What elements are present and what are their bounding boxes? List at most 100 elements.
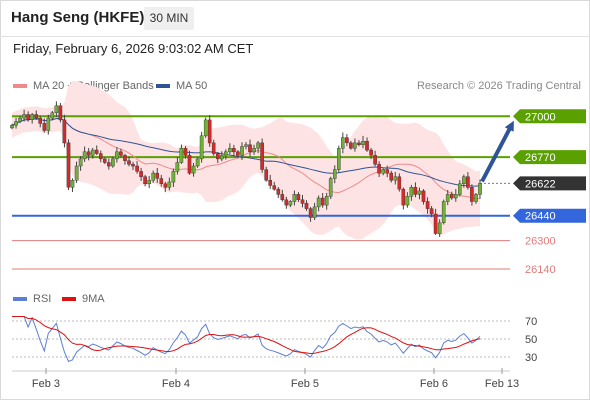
candle-body	[280, 194, 285, 200]
level-label-26770-tag	[513, 150, 586, 165]
rsi-level-label: 70	[525, 316, 537, 328]
x-tick-label: Feb 6	[420, 378, 448, 390]
candle-body	[240, 146, 244, 156]
candle-body	[466, 176, 470, 188]
candle-body	[244, 144, 248, 147]
candle-body	[106, 162, 111, 167]
candle-body	[163, 183, 168, 188]
price-levels	[12, 115, 510, 270]
candle-body	[337, 148, 341, 170]
candle-body	[409, 187, 414, 197]
candle-body	[14, 121, 18, 126]
candle-body	[232, 148, 236, 153]
candle-body	[90, 149, 95, 156]
candle-body	[405, 195, 410, 206]
candle-body	[288, 201, 293, 206]
candle-body	[437, 222, 442, 234]
candle-body	[377, 164, 381, 174]
candle-body	[389, 172, 394, 181]
candle-body	[450, 194, 454, 199]
x-tick-label: Feb 3	[32, 378, 60, 390]
candle-body	[131, 164, 135, 167]
legend-9ma-label: 9MA	[82, 293, 105, 305]
candle-body	[425, 201, 430, 209]
candle-body	[159, 178, 164, 185]
level-label-26440-tag	[513, 208, 586, 223]
candle-body	[78, 158, 83, 167]
candle-body	[191, 165, 196, 174]
candle-body	[175, 162, 180, 172]
candle-body	[316, 197, 321, 208]
candle-body	[50, 112, 55, 119]
legend-rsi: RSI	[13, 293, 51, 305]
rsi-9ma-line	[12, 316, 481, 355]
candlesticks	[10, 101, 482, 237]
forecast-arrow	[480, 120, 514, 183]
candle-body	[179, 148, 184, 163]
legend-rsi-label: RSI	[33, 293, 52, 305]
bollinger-band-fill	[12, 81, 480, 240]
candle-body	[256, 142, 260, 149]
candle-body	[94, 149, 99, 154]
candle-body	[119, 151, 123, 156]
legend-bollinger-swatch	[13, 84, 27, 88]
candle-body	[98, 153, 103, 160]
legend-9ma-swatch	[62, 297, 76, 301]
level-labels: 27000 26770 26440 26300 26140 26622	[513, 109, 586, 276]
candle-body	[421, 190, 426, 202]
candle-body	[219, 155, 224, 160]
candle-body	[417, 190, 422, 195]
current-price-label: 26622	[525, 178, 556, 190]
candle-body	[308, 208, 313, 218]
candle-body	[127, 160, 131, 165]
candle-body	[304, 203, 309, 209]
candle-body	[324, 195, 329, 206]
candle-body	[30, 114, 35, 121]
candle-body	[66, 142, 71, 188]
candle-body	[328, 178, 333, 197]
level-label-27000-tag	[513, 109, 586, 124]
level-label-26440: 26440	[525, 211, 556, 223]
rsi-line	[12, 316, 481, 363]
candle-body	[207, 119, 212, 144]
candle-body	[333, 169, 337, 179]
legend-bollinger-label: MA 20 + Bollinger Bands	[33, 80, 154, 92]
research-credit: Research © 2026 Trading Central	[416, 80, 581, 92]
candle-body	[284, 199, 289, 206]
candle-body	[349, 142, 353, 149]
candle-body	[46, 117, 51, 131]
ma50-line	[11, 117, 481, 187]
candle-body	[123, 155, 127, 161]
candle-body	[54, 105, 59, 113]
chart-datetime: Friday, February 6, 2026 9:03:02 AM CET	[13, 41, 254, 56]
candle-body	[441, 201, 446, 223]
candle-body	[252, 148, 256, 153]
candle-body	[264, 169, 269, 181]
instrument-title: Hang Seng (HKFE)	[11, 9, 145, 26]
candle-body	[211, 142, 216, 154]
candle-body	[74, 165, 79, 181]
candle-body	[462, 176, 466, 184]
timeframe-badge[interactable]: 30 MIN	[144, 7, 194, 30]
candle-body	[115, 151, 119, 160]
candle-body	[268, 179, 273, 186]
candle-body	[445, 194, 450, 202]
candle-body	[70, 179, 75, 188]
rsi-level-label: 30	[525, 352, 537, 364]
candle-body	[203, 119, 208, 137]
candle-body	[260, 142, 264, 170]
x-tick-label: Feb 4	[162, 378, 190, 390]
candle-body	[397, 176, 402, 190]
candle-body	[454, 194, 458, 199]
x-tick-label: Feb 5	[291, 378, 319, 390]
candle-body	[171, 171, 176, 183]
candle-body	[276, 188, 281, 195]
candle-body	[82, 151, 87, 160]
candle-body	[22, 114, 26, 119]
legend-9ma: 9MA	[62, 293, 105, 305]
x-axis: Feb 3 Feb 4 Feb 5 Feb 6 Feb 13	[12, 368, 519, 390]
candle-body	[272, 185, 277, 190]
candle-body	[62, 119, 67, 144]
level-label-26300: 26300	[525, 236, 556, 248]
candle-body	[365, 140, 369, 151]
